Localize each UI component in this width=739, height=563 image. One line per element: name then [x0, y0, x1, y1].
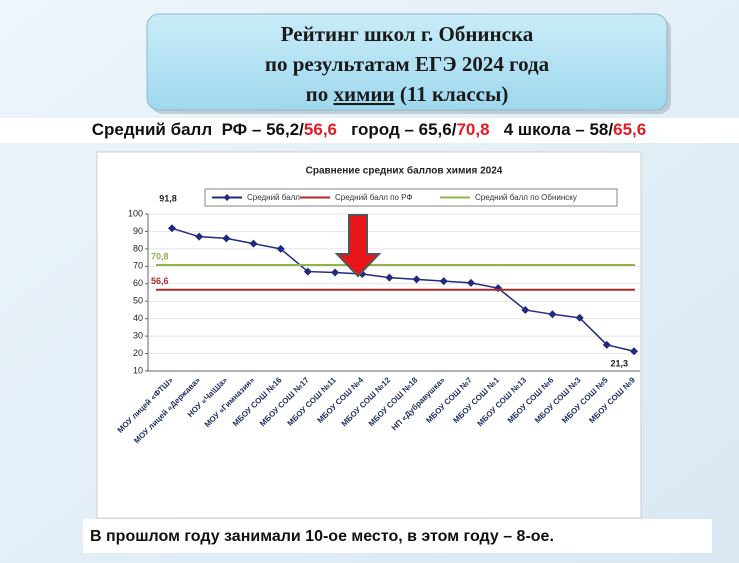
y-tick-label: 40: [133, 313, 143, 323]
point: [168, 224, 176, 233]
point: [575, 313, 584, 322]
arrow: [334, 214, 382, 278]
title-line: Рейтинг школ г. Обнинска: [281, 22, 534, 46]
summary-part: 56,6: [304, 120, 337, 139]
point: [222, 234, 231, 243]
summary-part: Средний балл РФ – 56,2/: [92, 120, 304, 139]
point: [249, 239, 258, 248]
y-tick-label: 80: [133, 243, 143, 253]
point: [466, 278, 475, 287]
reference-label: 56,6: [151, 276, 169, 286]
y-tick-label: 30: [133, 330, 143, 340]
legend-label: Средний балл по РФ: [335, 193, 412, 202]
chart-box: [96, 151, 642, 519]
summary-part: 4 школа – 58/: [490, 120, 614, 139]
y-tick-label: 60: [133, 278, 143, 288]
y-tick-label: 90: [133, 226, 143, 236]
point: [439, 277, 448, 286]
series-line: [171, 227, 635, 353]
point: [548, 310, 557, 319]
title-box: [146, 13, 668, 111]
summary-part: город – 65,6/: [337, 120, 457, 139]
y-tick-label: 70: [133, 261, 143, 271]
legend-label: Средний балл: [247, 193, 300, 202]
chart-title: Сравнение средних баллов химия 2024: [306, 165, 503, 177]
point: [602, 340, 611, 349]
y-tick-label: 50: [133, 296, 143, 306]
point: [385, 273, 394, 282]
summary-strip: [0, 118, 739, 143]
title-line: по результатам ЕГЭ 2024 года: [265, 52, 550, 76]
legend-label: Средний балл по Обнинску: [475, 193, 577, 202]
data-label: 91,8: [159, 193, 177, 203]
summary-part: 70,8: [456, 120, 489, 139]
footer-box: [83, 519, 712, 553]
point: [276, 244, 285, 253]
y-tick-label: 10: [133, 365, 143, 375]
y-tick-label: 20: [133, 348, 143, 358]
point: [521, 305, 530, 314]
legend-marker: [223, 194, 231, 201]
point: [412, 275, 421, 284]
summary-part: 65,6: [613, 120, 646, 139]
point: [303, 267, 312, 276]
point: [195, 232, 204, 241]
legend-box: [204, 188, 618, 207]
point: [630, 347, 638, 356]
data-label: 21,3: [610, 359, 628, 369]
title-line: по химии (11 классы): [306, 82, 509, 106]
point: [331, 268, 340, 277]
reference-label: 70,8: [151, 251, 169, 261]
summary: Средний балл РФ – 56,2/56,6 город – 65,6…: [92, 120, 646, 139]
footer: В прошлом году занимали 10-ое место, в э…: [90, 528, 554, 545]
y-tick-label: 100: [128, 208, 143, 218]
